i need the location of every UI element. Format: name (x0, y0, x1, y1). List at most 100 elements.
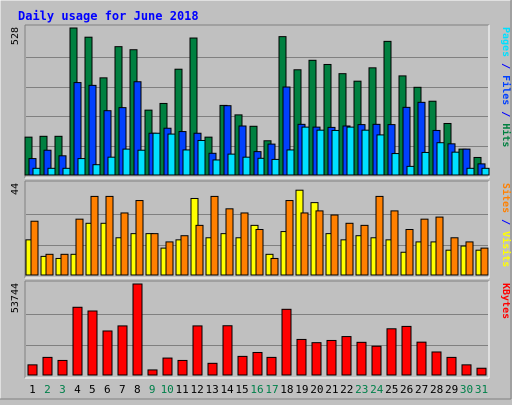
day-label: 10 (161, 383, 174, 396)
bar-pages-day-29 (451, 151, 460, 176)
bar-sites-day-16 (255, 229, 264, 276)
legend-sites: Sites (500, 183, 512, 213)
day-label: 25 (385, 383, 398, 396)
day-label: 31 (475, 383, 488, 396)
day-label: 12 (191, 383, 204, 396)
bar-sites-day-1 (30, 220, 39, 276)
legend-kbytes: KBytes (500, 283, 511, 319)
bar-sites-day-31 (480, 247, 489, 276)
bar-kbytes-day-26 (401, 325, 412, 376)
bar-kbytes-day-6 (102, 330, 113, 376)
bar-kbytes-day-20 (311, 342, 322, 376)
bar-kbytes-day-27 (416, 341, 427, 376)
bar-pages-day-13 (212, 159, 221, 176)
bar-sites-day-11 (180, 235, 189, 276)
panel-legend: Sites / Visits (500, 183, 512, 267)
bar-pages-day-2 (47, 167, 56, 176)
day-label: 13 (205, 383, 218, 396)
bar-pages-day-20 (316, 129, 325, 176)
panel-max-label: 44 (10, 183, 21, 195)
day-axis: 1 2 3 4 5 6 7 8 9 10 11 12 13 14 15 16 17 18 19 20 21 22 23 24 2… (29, 383, 488, 396)
bar-kbytes-day-16 (252, 351, 263, 376)
bar-pages-day-18 (286, 149, 295, 176)
day-label: 27 (415, 383, 428, 396)
bar-pages-day-26 (406, 165, 415, 176)
bar-kbytes-day-15 (237, 355, 248, 376)
bar-sites-day-17 (270, 257, 279, 276)
bar-kbytes-day-10 (162, 357, 173, 376)
bar-pages-day-3 (62, 167, 71, 176)
bar-kbytes-day-17 (266, 356, 277, 376)
bar-pages-day-28 (436, 142, 445, 176)
day-label: 28 (430, 383, 443, 396)
bar-sites-day-28 (435, 216, 444, 276)
bar-kbytes-day-25 (386, 328, 397, 376)
legend-files: Files (500, 75, 512, 105)
bar-kbytes-day-23 (356, 341, 367, 376)
bar-sites-day-15 (240, 212, 249, 276)
chart-title: Daily usage for June 2018 (18, 9, 199, 23)
legend-pages: Pages (500, 27, 511, 57)
bar-pages-day-30 (466, 167, 475, 176)
bar-sites-day-3 (60, 253, 69, 276)
bar-pages-day-1 (32, 167, 41, 176)
bar-pages-day-5 (92, 164, 101, 176)
panels-layer: 528 Pages / Files / Hits 44 Sites / Visits 5… (10, 24, 512, 379)
day-label: 21 (325, 383, 338, 396)
bar-sites-day-26 (405, 229, 414, 276)
bar-sites-day-13 (210, 195, 219, 276)
bar-pages-day-27 (421, 151, 430, 176)
bar-sites-day-2 (45, 253, 54, 276)
bar-kbytes-day-21 (326, 339, 337, 376)
bar-kbytes-day-2 (42, 356, 53, 376)
day-label: 23 (355, 383, 368, 396)
bar-pages-day-10 (167, 133, 176, 176)
day-label: 15 (235, 383, 248, 396)
day-label: 30 (460, 383, 473, 396)
bar-sites-day-29 (450, 237, 459, 276)
bar-kbytes-day-3 (57, 359, 68, 376)
bar-pages-day-22 (346, 126, 355, 176)
bar-pages-day-17 (271, 158, 280, 176)
bar-pages-day-15 (242, 156, 251, 176)
bar-kbytes-day-22 (341, 336, 352, 376)
bar-kbytes-day-31 (476, 367, 487, 376)
bar-pages-day-21 (331, 129, 340, 176)
day-label: 5 (89, 383, 96, 396)
bar-kbytes-day-29 (446, 356, 457, 376)
bar-kbytes-day-8 (132, 283, 143, 376)
day-label: 14 (220, 383, 234, 396)
bar-sites-day-23 (360, 224, 369, 276)
day-label: 1 (29, 383, 36, 396)
bar-pages-day-7 (122, 148, 131, 176)
day-label: 22 (340, 383, 353, 396)
bar-sites-day-18 (285, 200, 294, 276)
day-label: 20 (310, 383, 323, 396)
bar-sites-day-4 (75, 218, 84, 276)
day-label: 16 (250, 383, 263, 396)
bar-sites-day-19 (300, 212, 309, 276)
bar-pages-day-9 (152, 132, 161, 176)
legend-separator: / (500, 105, 511, 123)
day-label: 24 (370, 383, 384, 396)
bar-kbytes-day-30 (461, 364, 472, 376)
legend-separator: / (500, 57, 511, 75)
bar-sites-day-25 (390, 210, 399, 276)
bar-pages-day-6 (107, 156, 116, 176)
panel-hits-files-pages: 528 Pages / Files / Hits (10, 24, 512, 179)
panel-max-label: 53744 (10, 283, 21, 313)
bar-kbytes-day-4 (72, 306, 83, 376)
bar-kbytes-day-18 (281, 308, 292, 376)
day-label: 8 (134, 383, 141, 396)
legend-separator: / (500, 213, 511, 231)
day-label: 26 (400, 383, 413, 396)
bar-pages-day-23 (361, 129, 370, 176)
bar-pages-day-12 (197, 139, 206, 176)
bar-pages-day-25 (391, 153, 400, 176)
day-label: 9 (149, 383, 156, 396)
bar-kbytes-day-13 (207, 362, 218, 376)
day-label: 6 (104, 383, 111, 396)
bar-sites-day-22 (345, 222, 354, 276)
